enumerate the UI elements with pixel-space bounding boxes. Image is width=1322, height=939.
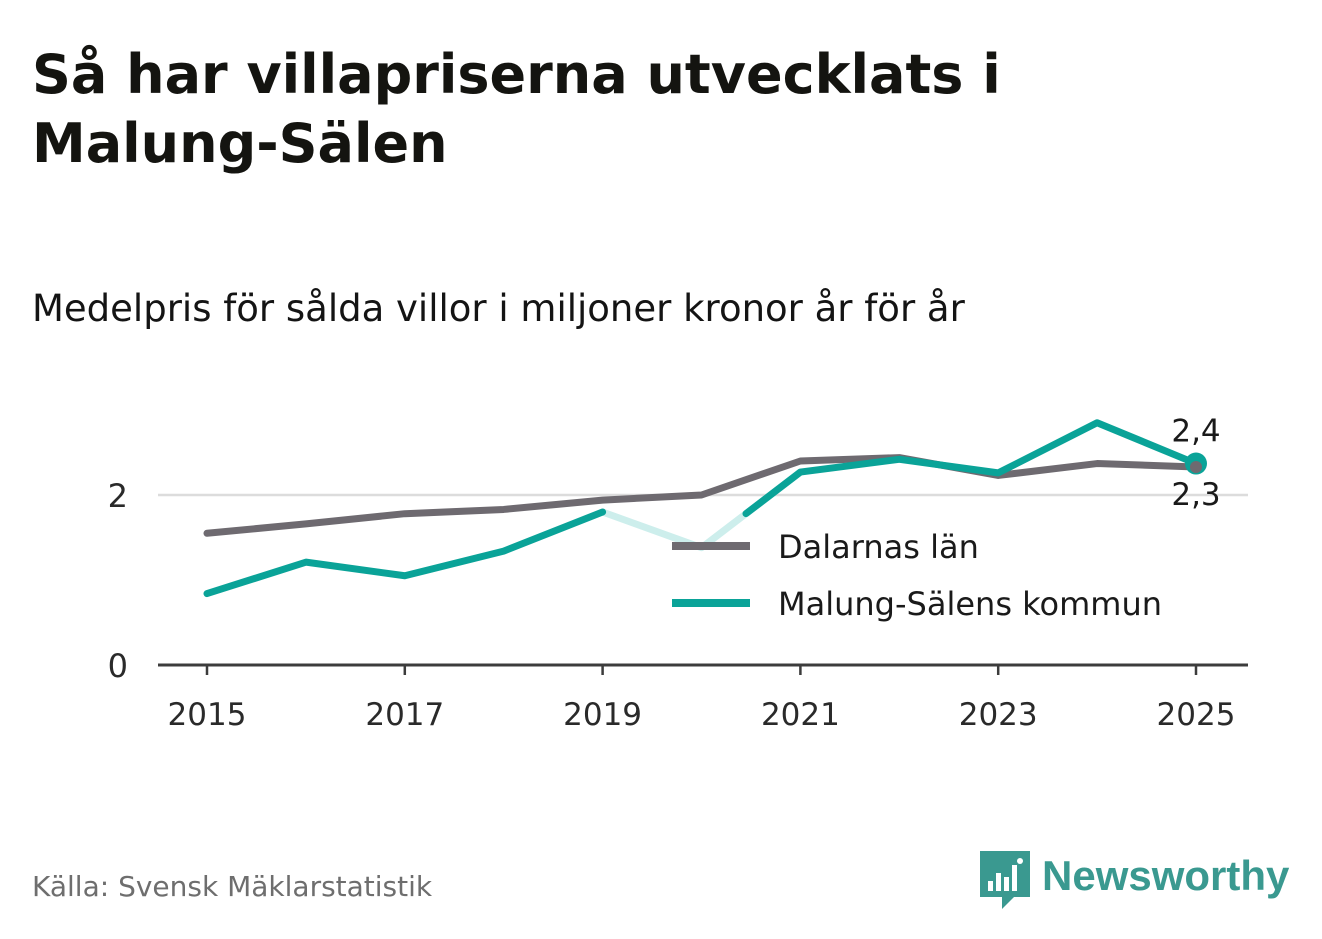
- series-line-malung-segment-2: [742, 419, 1200, 518]
- end-marker-dalarnas: [1190, 460, 1202, 473]
- x-tick-label-2021: 2021: [761, 697, 840, 733]
- series-line-malung-segment-1: [203, 508, 607, 598]
- legend-item-dalarnas-lan-label: Dalarnas län: [778, 528, 979, 566]
- chart-title: Så har villapriserna utvecklats i Malung…: [32, 43, 1001, 175]
- x-tick-label-2019: 2019: [563, 697, 642, 733]
- end-label-dalarnas: 2,3: [1171, 477, 1220, 513]
- legend-item-malung-salens-kommun-label: Malung-Sälens kommun: [778, 585, 1162, 623]
- x-tick-label-2025: 2025: [1157, 697, 1236, 733]
- source-note: Källa: Svensk Mäklarstatistik: [32, 870, 433, 903]
- x-tick-label-2015: 2015: [168, 697, 247, 733]
- y-tick-label-0: 0: [108, 647, 128, 685]
- x-tick-label-2023: 2023: [959, 697, 1038, 733]
- chart-subtitle: Medelpris för sålda villor i miljoner kr…: [32, 287, 965, 330]
- newsworthy-logo-icon: [980, 851, 1030, 909]
- series-line-dalarnas-lan: [203, 454, 1200, 537]
- end-label-malung: 2,4: [1171, 414, 1220, 450]
- y-tick-label-2: 2: [108, 477, 128, 515]
- series-line-malung-faded-segment: [599, 468, 804, 552]
- brand-name: Newsworthy: [1042, 852, 1290, 899]
- brand[interactable]: Newsworthy: [980, 850, 1289, 910]
- x-tick-label-2017: 2017: [365, 697, 444, 733]
